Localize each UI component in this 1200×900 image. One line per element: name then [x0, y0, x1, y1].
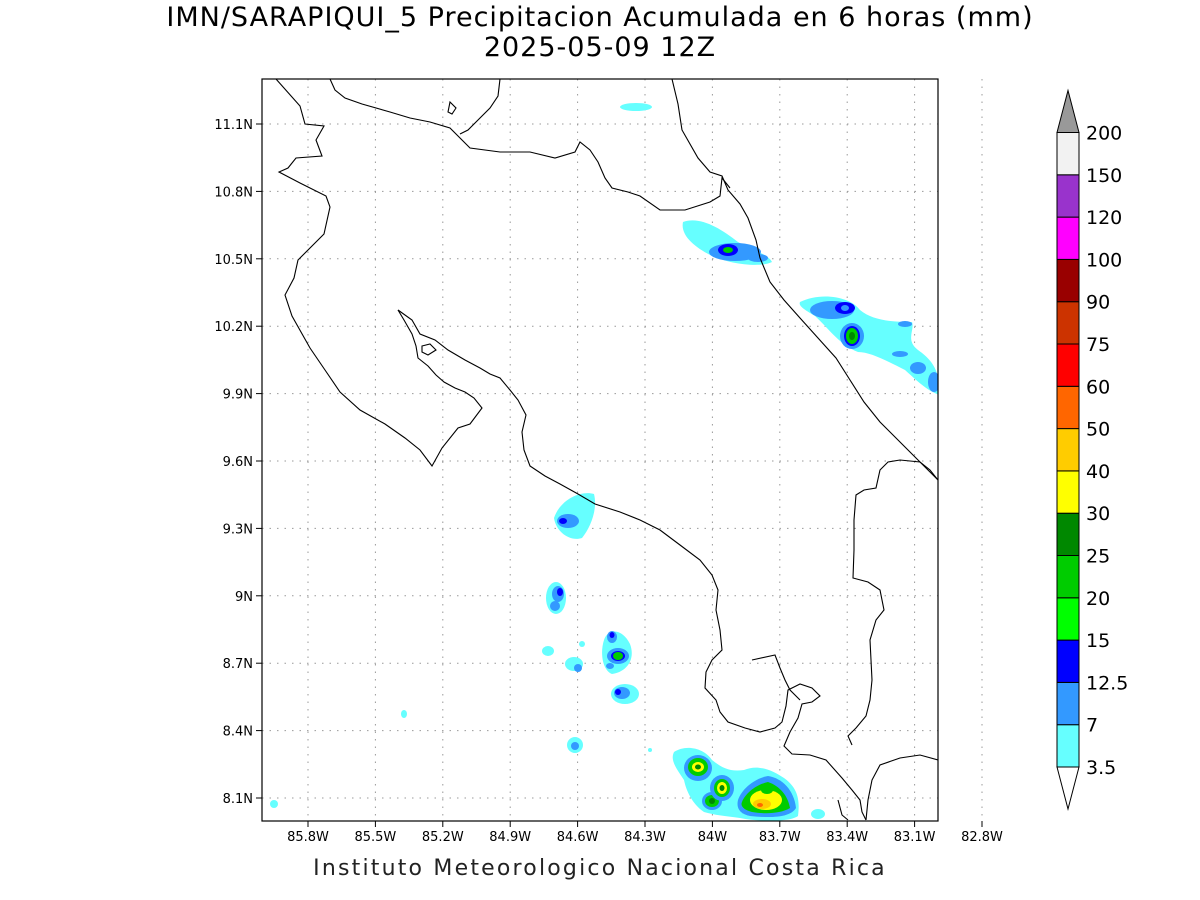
colorbar-label: 90 [1086, 292, 1110, 314]
lon-tick-label: 82.8W [961, 830, 1003, 845]
colorbar-swatch [1056, 597, 1080, 641]
colorbar-under-arrow [1056, 766, 1080, 811]
colorbar-swatch [1056, 258, 1080, 303]
colorbar-over-arrow [1056, 88, 1080, 133]
colorbar-label: 25 [1086, 546, 1110, 568]
colorbar-swatch [1056, 385, 1080, 430]
lat-tick-label: 9.3N [223, 522, 253, 537]
colorbar-swatch [1056, 681, 1080, 726]
colorbar-label: 20 [1086, 588, 1110, 610]
lon-tick-label: 85.5W [354, 830, 396, 845]
colorbar-swatch [1056, 428, 1080, 472]
map-title: IMN/SARAPIQUI_5 Precipitacion Acumulada … [166, 2, 1034, 33]
colorbar-label: 3.5 [1086, 757, 1116, 779]
footer-credit: Instituto Meteorologico Nacional Costa R… [313, 856, 887, 881]
lat-tick-label: 9.6N [223, 455, 253, 470]
colorbar-swatch [1056, 301, 1080, 345]
lon-tick-label: 83.1W [894, 830, 936, 845]
longitude-ticks: 85.8W 85.5W 85.2W 84.9W 84.6W 84.3W 84W 83.7W 83… [287, 821, 1003, 845]
lat-tick-label: 11.1N [214, 118, 253, 133]
colorbar-swatch [1056, 555, 1080, 599]
lat-tick-label: 9.9N [223, 388, 253, 403]
lon-tick-label: 83.4W [826, 830, 868, 845]
coastlines [275, 79, 938, 821]
map-subtitle: 2025-05-09 12Z [483, 32, 717, 63]
lat-tick-label: 8.4N [223, 725, 253, 740]
colorbar-swatch [1056, 216, 1080, 260]
colorbar-label: 60 [1086, 376, 1110, 398]
colorbar-swatch [1056, 512, 1080, 557]
colorbar-label: 120 [1086, 207, 1122, 229]
lat-tick-label: 8.1N [223, 792, 253, 807]
lat-tick-label: 9N [235, 590, 253, 605]
colorbar-swatch [1056, 470, 1080, 514]
colorbar-label: 150 [1086, 165, 1122, 187]
lon-tick-label: 84.9W [489, 830, 531, 845]
precipitation-contours [270, 103, 938, 821]
colorbar-label: 15 [1086, 630, 1110, 652]
lon-tick-label: 84.3W [624, 830, 666, 845]
colorbar-label: 40 [1086, 461, 1110, 483]
colorbar-swatch [1056, 174, 1080, 218]
lat-tick-label: 10.8N [214, 185, 253, 200]
lon-tick-label: 85.2W [422, 830, 464, 845]
colorbar-swatch [1056, 724, 1080, 768]
map-frame [261, 78, 939, 822]
colorbar-swatch [1056, 639, 1080, 683]
lon-tick-label: 84W [698, 830, 728, 845]
lon-tick-label: 84.6W [557, 830, 599, 845]
lat-tick-label: 10.5N [214, 253, 253, 268]
colorbar-label: 12.5 [1086, 672, 1128, 694]
lon-tick-label: 83.7W [759, 830, 801, 845]
colorbar-swatch [1056, 343, 1080, 387]
latitude-ticks: 11.1N 10.8N 10.5N 10.2N 9.9N 9.6N 9.3N 9N 8.7N 8.… [214, 118, 262, 807]
colorbar-label: 50 [1086, 419, 1110, 441]
colorbar-label: 100 [1086, 249, 1122, 271]
lat-tick-label: 10.2N [214, 320, 253, 335]
colorbar-label: 30 [1086, 503, 1110, 525]
colorbar-label: 200 [1086, 123, 1122, 145]
colorbar-label: 7 [1086, 715, 1098, 737]
colorbar: 3.5 7 12.5 15 20 25 30 40 50 60 75 90 100 120 150 200 [1056, 88, 1128, 811]
lat-tick-label: 8.7N [223, 657, 253, 672]
lon-tick-label: 85.8W [287, 830, 329, 845]
colorbar-swatch [1056, 132, 1080, 176]
colorbar-label: 75 [1086, 334, 1110, 356]
